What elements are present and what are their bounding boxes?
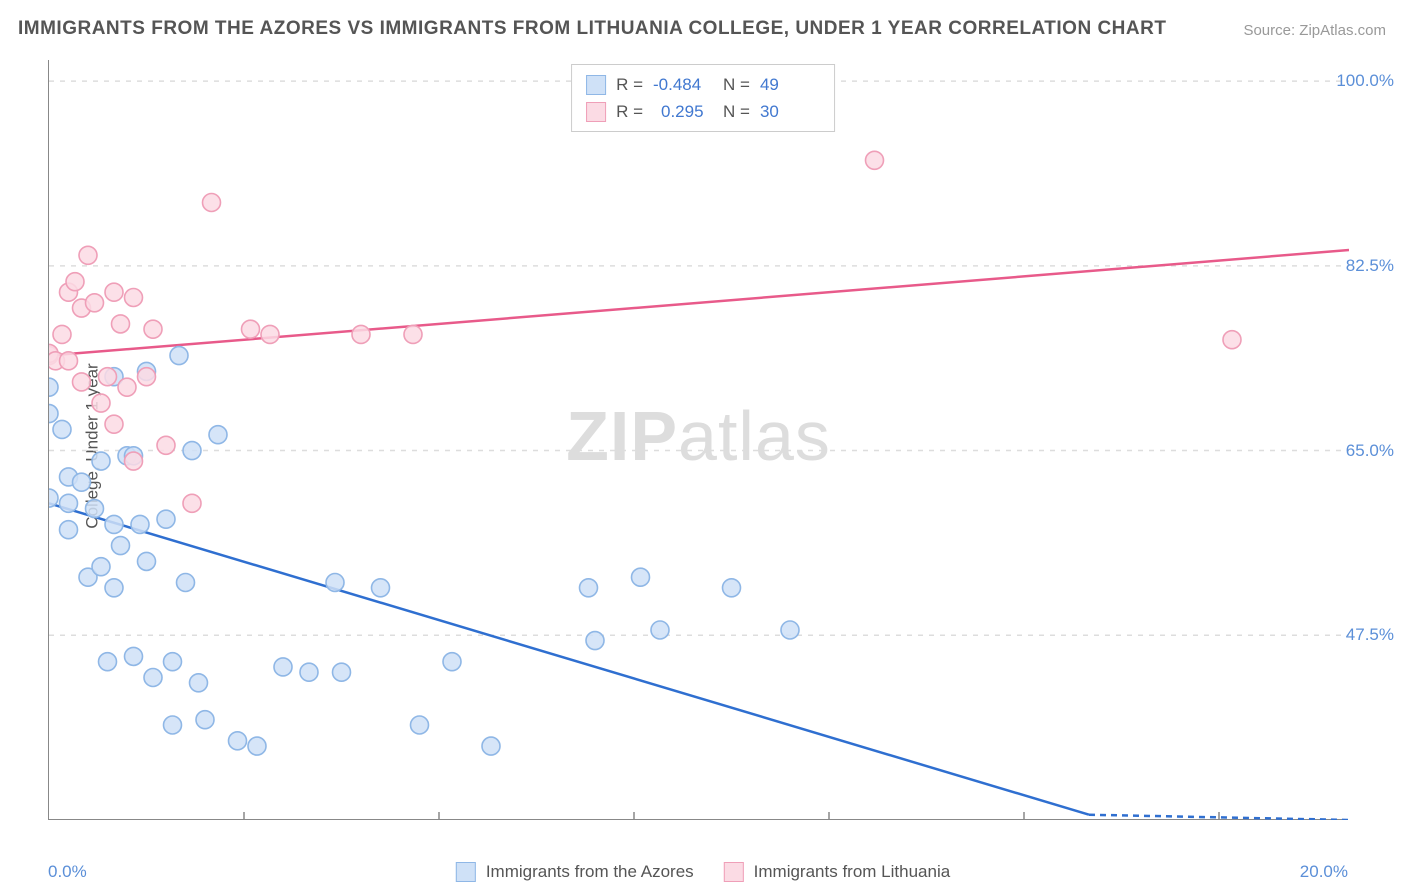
azores-swatch-icon bbox=[456, 862, 476, 882]
stats-row-azores: R = -0.484 N = 49 bbox=[586, 71, 820, 98]
y-tick-label: 100.0% bbox=[1336, 71, 1394, 91]
azores-swatch bbox=[586, 75, 606, 95]
plot-area: ZIPatlas bbox=[48, 60, 1348, 820]
azores-n: 49 bbox=[760, 71, 820, 98]
y-tick-label: 65.0% bbox=[1346, 441, 1394, 461]
legend-item-lithuania: Immigrants from Lithuania bbox=[724, 862, 951, 882]
y-tick-label: 47.5% bbox=[1346, 625, 1394, 645]
stats-row-lithuania: R = 0.295 N = 30 bbox=[586, 98, 820, 125]
azores-r: -0.484 bbox=[653, 71, 713, 98]
x-tick-0: 0.0% bbox=[48, 862, 87, 882]
scatter-svg bbox=[49, 60, 1349, 820]
lithuania-r: 0.295 bbox=[653, 98, 713, 125]
x-tick-20: 20.0% bbox=[1300, 862, 1348, 882]
lithuania-n: 30 bbox=[760, 98, 820, 125]
chart-title: IMMIGRANTS FROM THE AZORES VS IMMIGRANTS… bbox=[18, 18, 1166, 40]
y-tick-label: 82.5% bbox=[1346, 256, 1394, 276]
stats-legend: R = -0.484 N = 49 R = 0.295 N = 30 bbox=[571, 64, 835, 132]
legend-item-azores: Immigrants from the Azores bbox=[456, 862, 694, 882]
lithuania-swatch bbox=[586, 102, 606, 122]
lithuania-swatch-icon bbox=[724, 862, 744, 882]
series-legend: Immigrants from the Azores Immigrants fr… bbox=[456, 862, 950, 882]
source-attribution: Source: ZipAtlas.com bbox=[1243, 22, 1386, 39]
